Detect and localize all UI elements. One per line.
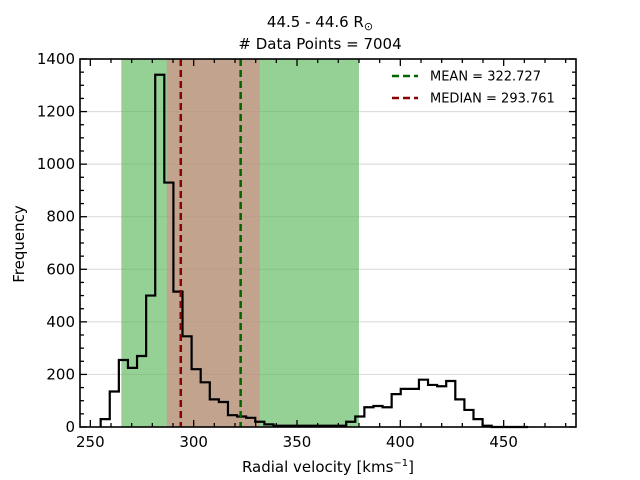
y-tick-label-400: 400: [46, 313, 75, 331]
x-tick-label-350: 350: [283, 433, 312, 451]
plot-area: 250 300 350 400 450 0 200 400 600 800 1000 1200 1400…: [37, 50, 577, 451]
y-tick-label-800: 800: [46, 208, 75, 226]
histogram-series: [99, 73, 529, 429]
legend-label-0: MEAN = 322.727: [430, 70, 541, 85]
y-tick-label-1000: 1000: [37, 155, 75, 173]
y-tick-label-0: 0: [65, 418, 75, 436]
x-axis-label: Radial velocity [kms−1]: [242, 458, 414, 476]
x-tick-label-300: 300: [179, 433, 208, 451]
shaded-region-1: [166, 59, 260, 427]
y-tick-label-1200: 1200: [37, 103, 75, 121]
chart-title-line1: 44.5 - 44.6 R⊙: [267, 13, 373, 33]
chart-title-line2: # Data Points = 7004: [238, 35, 401, 53]
y-axis-label: Frequency: [10, 205, 28, 283]
y-tick-label-200: 200: [46, 365, 75, 383]
x-tick-label-450: 450: [489, 433, 518, 451]
x-tick-label-250: 250: [76, 433, 105, 451]
x-tick-label-400: 400: [386, 433, 415, 451]
y-tick-label-600: 600: [46, 260, 75, 278]
legend-label-1: MEDIAN = 293.761: [430, 92, 555, 107]
y-tick-label-1400: 1400: [37, 50, 75, 68]
